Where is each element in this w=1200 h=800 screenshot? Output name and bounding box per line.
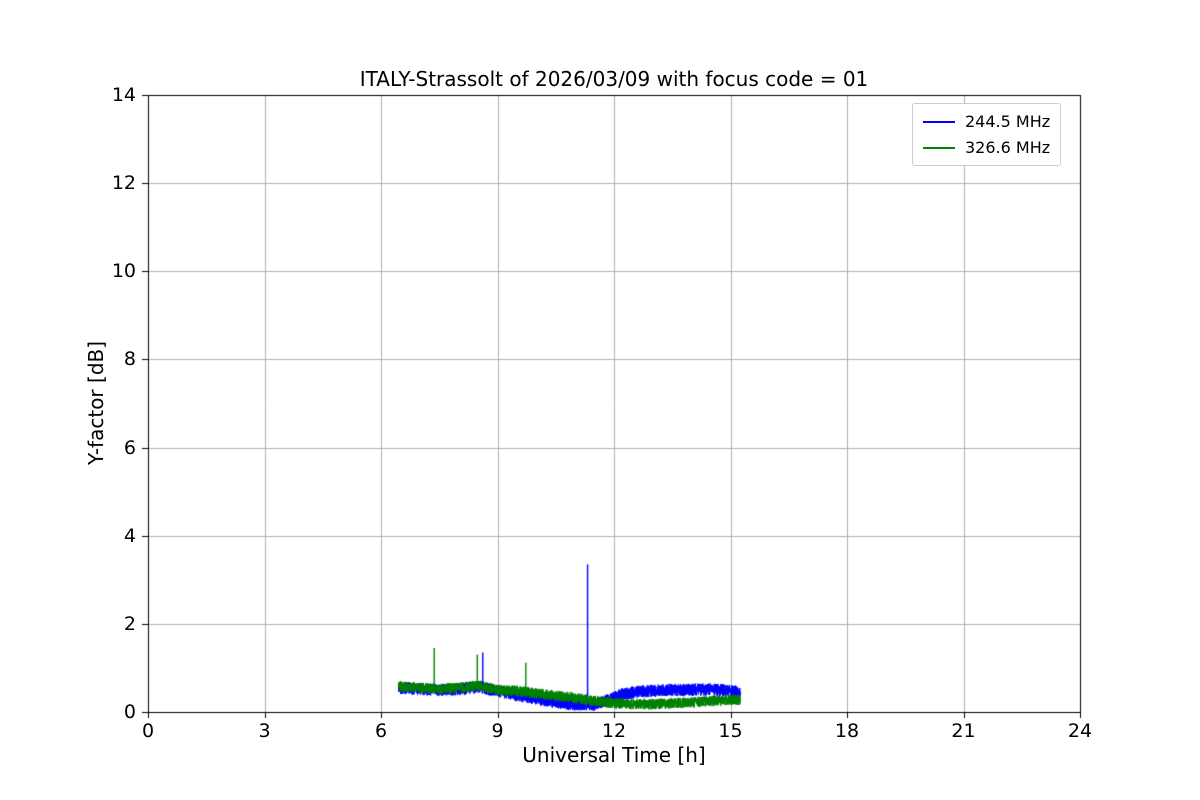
x-tick-label: 21 (951, 720, 976, 742)
chart-title: ITALY-Strassolt of 2026/03/09 with focus… (359, 67, 869, 91)
legend-item-244-5-mhz: 244.5 MHz (923, 112, 1050, 131)
y-tick-label: 8 (123, 348, 136, 371)
y-tick-label: 14 (111, 84, 136, 106)
x-tick-label: 9 (491, 720, 504, 742)
legend-item-326-6-mhz: 326.6 MHz (923, 138, 1050, 157)
legend-label: 244.5 MHz (965, 112, 1051, 131)
x-tick-label: 24 (1067, 720, 1093, 742)
legend: 244.5 MHz 326.6 MHz (912, 103, 1062, 166)
legend-label: 326.6 MHz (965, 138, 1051, 157)
x-tick-label: 18 (834, 720, 860, 742)
x-tick-label: 15 (718, 720, 743, 742)
y-tick-label: 12 (111, 172, 136, 195)
y-tick-label: 4 (123, 524, 136, 547)
x-tick-label: 0 (141, 720, 155, 742)
y-tick-label: 0 (123, 701, 136, 723)
y-tick-label: 2 (123, 612, 136, 635)
y-tick-label: 10 (111, 260, 136, 283)
x-tick-label: 12 (601, 720, 627, 742)
legend-line-swatch-blue (923, 120, 955, 123)
y-tick-label: 6 (123, 436, 136, 459)
x-tick-label: 6 (374, 720, 388, 742)
x-tick-label: 3 (258, 720, 271, 742)
x-axis-label: Universal Time [h] (522, 743, 706, 767)
legend-line-swatch-green (923, 146, 955, 149)
